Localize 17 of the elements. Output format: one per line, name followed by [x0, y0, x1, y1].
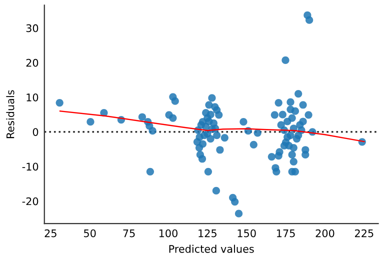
x-tick-label: 225 — [354, 229, 374, 238]
x-tick-label: 200 — [316, 229, 334, 238]
x-tick-label: 75 — [123, 229, 135, 238]
x-tick-label: 100 — [159, 229, 178, 238]
y-tick-label: 20 — [26, 58, 38, 67]
y-tick-label: -10 — [22, 162, 38, 171]
x-tick-label: 25 — [44, 229, 56, 238]
x-tick-label: 175 — [276, 229, 295, 238]
y-axis-title: Residuals — [6, 90, 14, 138]
y-tick-label: 0 — [32, 128, 38, 136]
x-tick-label: 150 — [238, 229, 256, 238]
y-tick-label: 10 — [26, 93, 38, 102]
y-tick-label: -20 — [22, 197, 38, 206]
y-tick-label: 30 — [26, 24, 38, 32]
x-tick-label: 50 — [84, 229, 96, 238]
x-tick-label: 125 — [198, 229, 216, 238]
x-axis-title: Predicted values — [169, 244, 254, 253]
